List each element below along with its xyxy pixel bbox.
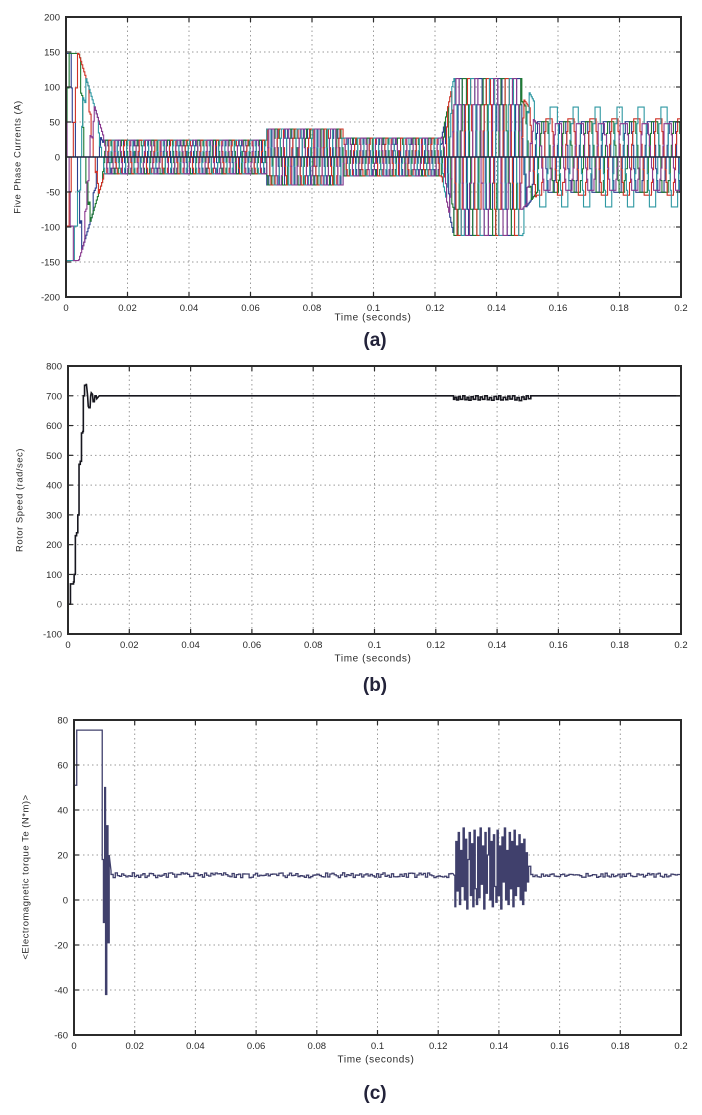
y-tick-label: 400 [46, 481, 62, 492]
y-tick-label: 20 [57, 851, 68, 862]
caption-a: (a) [363, 330, 387, 351]
y-tick-label: 500 [46, 451, 62, 462]
x-tick-label: 0.12 [429, 1041, 448, 1052]
y-tick-label: -100 [41, 223, 60, 234]
x-tick-label: 0.02 [120, 640, 139, 651]
y-tick-label: 40 [57, 806, 68, 817]
x-tick-label: 0.16 [549, 303, 568, 314]
y-tick-label: 0 [63, 896, 68, 907]
x-tick-label: 0.14 [487, 303, 506, 314]
x-axis-label-b: Time (seconds) [334, 653, 412, 665]
x-tick-label: 0 [63, 303, 68, 314]
y-tick-label: -100 [43, 630, 62, 641]
x-tick-label: 0.1 [367, 303, 380, 314]
y-tick-label: -40 [54, 986, 68, 997]
chart-a: 0 0.02 0.04 0.06 0.08 0.1 0.12 0.14 0.16 0.18 0.2 -… [41, 13, 688, 315]
x-tick-label: 0.18 [611, 1041, 630, 1052]
y-tick-label: 80 [57, 716, 68, 727]
x-axis-label-c: Time (seconds) [337, 1054, 415, 1066]
y-tick-label: 100 [46, 570, 62, 581]
plot-frame-b [67, 365, 682, 635]
x-tick-label: 0.06 [243, 640, 262, 651]
x-tick-label: 0.12 [426, 303, 445, 314]
y-tick-label: 800 [46, 362, 62, 373]
x-tick-label: 0.16 [549, 640, 568, 651]
x-tick-label: 0.14 [490, 1041, 509, 1052]
x-tick-label: 0.12 [427, 640, 446, 651]
x-tick-label: 0.1 [371, 1041, 384, 1052]
x-axis-label-a: Time (seconds) [334, 312, 412, 324]
y-tick-label: -150 [41, 258, 60, 269]
y-axis-label-b: Rotor Speed (rad/sec) [14, 448, 26, 552]
y-tick-label: 50 [49, 118, 60, 129]
y-tick-label: 150 [44, 48, 60, 59]
x-tick-label: 0.06 [241, 303, 260, 314]
y-tick-label: -60 [54, 1031, 68, 1042]
y-tick-label: 600 [46, 421, 62, 432]
x-tick-label: 0.02 [118, 303, 137, 314]
x-tick-label: 0.2 [674, 303, 687, 314]
series-torque [74, 729, 681, 996]
x-tick-label: 0.1 [368, 640, 381, 651]
chart-c: 0 0.02 0.04 0.06 0.08 0.1 0.12 0.14 0.16 0.18 0.2 -… [54, 716, 687, 1053]
y-axis-label-c: <Electromagnetic torque Te (N*m)> [20, 794, 32, 960]
y-tick-label: 200 [44, 13, 60, 24]
y-tick-label: -50 [46, 188, 60, 199]
x-tick-label: 0.08 [308, 1041, 327, 1052]
x-tick-label: 0.04 [181, 640, 200, 651]
y-tick-label: 100 [44, 83, 60, 94]
x-tick-label: 0.14 [488, 640, 507, 651]
y-tick-label: 0 [57, 600, 62, 611]
x-tick-label: 0.08 [303, 303, 322, 314]
x-tick-label: 0 [65, 640, 70, 651]
x-tick-label: 0.04 [186, 1041, 205, 1052]
x-tick-label: 0 [71, 1041, 76, 1052]
x-tick-label: 0.18 [610, 303, 629, 314]
caption-c: (c) [363, 1083, 387, 1104]
y-tick-label: 700 [46, 391, 62, 402]
series-phase-5 [66, 78, 681, 262]
x-tick-label: 0.18 [610, 640, 629, 651]
y-tick-label: -20 [54, 941, 68, 952]
series-rotor-speed [68, 383, 681, 606]
y-tick-label: 60 [57, 761, 68, 772]
x-tick-label: 0.06 [247, 1041, 266, 1052]
y-tick-label: -200 [41, 293, 60, 304]
x-tick-label: 0.2 [674, 1041, 687, 1052]
x-tick-label: 0.04 [180, 303, 199, 314]
y-tick-label: 300 [46, 510, 62, 521]
chart-b: 0 0.02 0.04 0.06 0.08 0.1 0.12 0.14 0.16 0.18 0.2 -… [43, 362, 688, 652]
x-tick-label: 0.2 [674, 640, 687, 651]
x-tick-label: 0.02 [125, 1041, 144, 1052]
x-tick-label: 0.16 [550, 1041, 569, 1052]
caption-b: (b) [362, 675, 388, 696]
x-tick-label: 0.08 [304, 640, 323, 651]
y-tick-label: 200 [46, 540, 62, 551]
y-axis-label-a: Five Phase Currents (A) [12, 100, 24, 214]
y-tick-label: 0 [55, 153, 60, 164]
